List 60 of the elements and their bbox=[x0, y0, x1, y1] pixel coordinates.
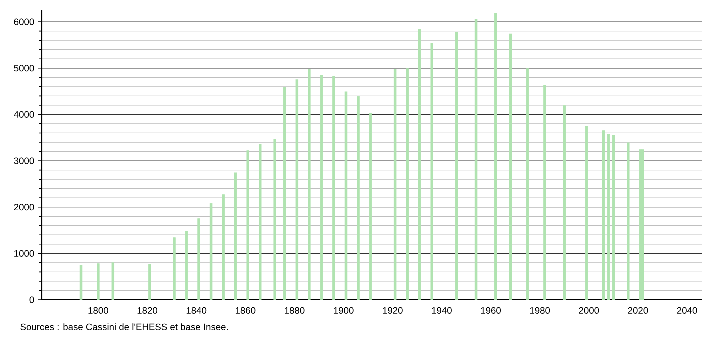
bar bbox=[344, 92, 348, 300]
bar bbox=[357, 96, 360, 300]
x-tick-label: 1820 bbox=[138, 307, 158, 314]
x-tick-label: 1800 bbox=[88, 307, 108, 314]
x-tick-label: 1860 bbox=[236, 307, 256, 314]
bar bbox=[455, 32, 458, 300]
y-tick-label: 5000 bbox=[14, 65, 34, 72]
x-tick-label: 2020 bbox=[628, 307, 648, 314]
bar bbox=[369, 114, 372, 300]
bar bbox=[112, 262, 115, 300]
bar bbox=[430, 44, 434, 300]
y-tick-label: 6000 bbox=[14, 18, 34, 26]
bar bbox=[494, 13, 498, 300]
bar bbox=[246, 150, 250, 300]
x-tick-label: 1960 bbox=[481, 307, 502, 314]
bar bbox=[320, 76, 324, 300]
x-tick-label: 2000 bbox=[579, 307, 600, 314]
bar bbox=[274, 139, 276, 300]
x-tick-label: 1920 bbox=[383, 307, 403, 314]
bar bbox=[563, 106, 566, 300]
bar bbox=[284, 88, 286, 300]
bar bbox=[185, 231, 188, 300]
bar bbox=[80, 265, 83, 300]
bar bbox=[222, 194, 225, 300]
bar bbox=[627, 142, 630, 300]
bar bbox=[97, 264, 100, 300]
y-tick-label: 4000 bbox=[14, 111, 34, 118]
bar bbox=[474, 19, 478, 300]
y-tick-label: 2000 bbox=[14, 204, 34, 211]
x-tick-label: 1880 bbox=[285, 307, 305, 314]
bar bbox=[394, 69, 397, 300]
bar bbox=[639, 150, 642, 300]
y-tick-label: 0 bbox=[30, 296, 34, 304]
bar bbox=[210, 203, 213, 300]
x-tick-label: 2040 bbox=[677, 307, 698, 314]
bar bbox=[258, 144, 262, 300]
bar bbox=[148, 264, 152, 300]
bar bbox=[642, 150, 644, 300]
bar bbox=[173, 238, 176, 300]
bar bbox=[612, 135, 616, 300]
bar bbox=[296, 80, 299, 300]
y-tick-label: 3000 bbox=[14, 158, 34, 164]
x-tick-label: 1940 bbox=[432, 307, 452, 314]
x-tick-label: 1980 bbox=[530, 307, 550, 314]
source-note: Sources : base Cassini de l'EHESS et base Insee. bbox=[20, 324, 228, 330]
bar bbox=[544, 85, 546, 300]
bar bbox=[585, 126, 588, 300]
x-tick-label: 1900 bbox=[334, 307, 354, 314]
bar bbox=[234, 172, 238, 300]
y-tick-label: 1000 bbox=[14, 250, 34, 257]
bar bbox=[406, 68, 409, 300]
bar bbox=[332, 76, 336, 300]
bar bbox=[308, 69, 311, 300]
bar bbox=[198, 218, 200, 300]
bar bbox=[509, 34, 512, 300]
bar bbox=[526, 68, 530, 300]
x-tick-label: 1840 bbox=[186, 307, 207, 314]
bar bbox=[418, 29, 422, 300]
bar bbox=[607, 134, 610, 300]
bar bbox=[602, 130, 606, 300]
